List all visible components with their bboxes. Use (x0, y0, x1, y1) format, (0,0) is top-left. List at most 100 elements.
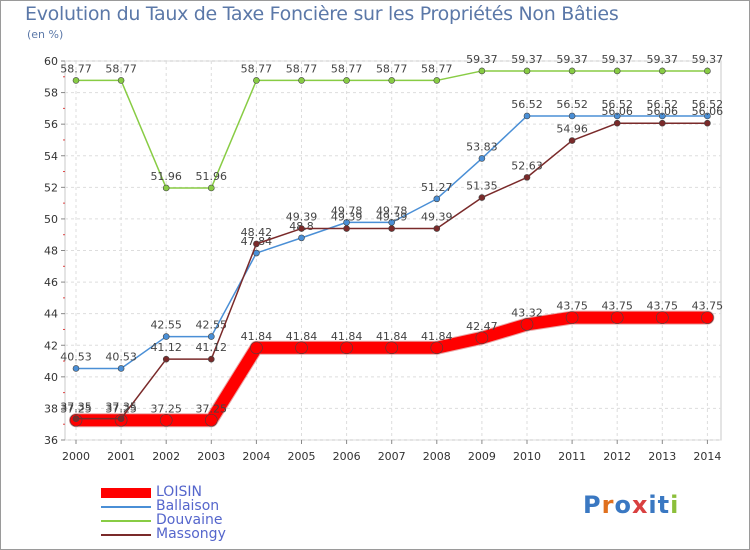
data-label-douvaine: 51.96 (196, 170, 228, 183)
data-point-loisin (520, 318, 534, 331)
y-tick-label: 40 (44, 371, 58, 384)
data-label-douvaine: 58.77 (60, 62, 92, 75)
x-tick-label: 2005 (288, 450, 316, 463)
data-point-ballaison (433, 195, 441, 203)
data-label-douvaine: 59.37 (511, 53, 543, 66)
data-label-loisin: 43.75 (692, 300, 724, 313)
data-point-loisin (295, 341, 308, 355)
legend-item-douvaine: Douvaine (101, 512, 301, 528)
data-label-loisin: 43.75 (601, 300, 633, 313)
data-point-loisin (655, 311, 669, 324)
x-tick-label: 2000 (62, 450, 90, 463)
data-label-ballaison: 53.83 (466, 140, 498, 153)
y-tick-label: 46 (44, 276, 58, 289)
data-label-douvaine: 58.77 (286, 62, 318, 75)
data-label-loisin: 43.75 (647, 300, 679, 313)
data-point-massongy (523, 174, 531, 181)
data-point-massongy (478, 194, 486, 201)
data-label-massongy: 41.12 (150, 341, 182, 354)
data-label-loisin: 37.25 (105, 402, 137, 415)
data-label-loisin: 41.84 (331, 330, 363, 343)
data-point-ballaison (208, 333, 215, 340)
data-point-loisin (475, 331, 489, 345)
data-point-ballaison (658, 112, 666, 120)
y-tick-label: 50 (44, 213, 58, 226)
data-label-massongy: 52.63 (511, 159, 543, 172)
data-label-loisin: 41.84 (286, 330, 318, 343)
data-point-ballaison (478, 155, 486, 162)
data-point-massongy (343, 225, 350, 232)
data-label-massongy: 37.35 (60, 401, 92, 414)
data-point-massongy (72, 415, 80, 422)
x-tick-label: 2007 (378, 450, 406, 463)
data-point-douvaine (208, 184, 215, 192)
y-tick-label: 54 (44, 150, 58, 163)
data-label-douvaine: 58.77 (241, 62, 273, 75)
data-label-ballaison: 51.27 (421, 181, 453, 194)
data-point-ballaison (72, 365, 80, 372)
legend-swatch (101, 520, 151, 522)
data-label-massongy: 48.42 (241, 226, 273, 239)
data-label-ballaison: 56.52 (692, 98, 724, 111)
data-point-loisin (250, 341, 263, 355)
data-label-douvaine: 58.77 (105, 62, 137, 75)
data-point-loisin (701, 311, 714, 324)
legend-label: Massongy (156, 526, 226, 542)
y-tick-label: 38 (44, 402, 58, 415)
data-label-ballaison: 42.55 (150, 319, 182, 332)
data-label-massongy: 37.35 (105, 401, 137, 414)
data-point-ballaison (704, 112, 711, 120)
logo-letter: i (670, 491, 680, 519)
logo-letter: P (583, 491, 602, 519)
data-label-ballaison: 40.53 (105, 350, 137, 363)
legend-item-ballaison: Ballaison (101, 498, 301, 514)
y-tick-label: 48 (44, 245, 58, 258)
chart-title: Evolution du Taux de Taxe Foncière sur l… (25, 3, 619, 25)
x-tick-label: 2014 (693, 450, 721, 463)
data-point-douvaine (343, 77, 350, 84)
data-label-douvaine: 58.77 (376, 62, 408, 75)
y-tick-label: 36 (44, 434, 58, 447)
data-point-douvaine (478, 67, 486, 75)
x-tick-label: 2006 (333, 450, 361, 463)
data-point-ballaison (162, 333, 170, 340)
data-label-loisin: 37.25 (196, 402, 228, 415)
x-tick-label: 2013 (648, 450, 676, 463)
data-label-loisin: 43.75 (556, 300, 588, 313)
data-point-douvaine (704, 67, 711, 75)
data-point-massongy (298, 225, 305, 232)
x-tick-label: 2012 (603, 450, 631, 463)
data-point-douvaine (72, 77, 80, 84)
y-tick-label: 58 (44, 87, 58, 100)
logo-letter: x (631, 491, 649, 519)
legend-label: Ballaison (156, 498, 220, 514)
y-tick-label: 44 (44, 308, 58, 321)
data-point-massongy (208, 355, 215, 363)
data-point-douvaine (613, 67, 621, 75)
data-point-massongy (433, 225, 441, 232)
data-label-loisin: 37.25 (60, 402, 92, 415)
y-tick-label: 60 (44, 55, 58, 68)
data-label-loisin: 42.47 (466, 320, 498, 333)
data-label-massongy: 49.39 (376, 211, 408, 224)
data-label-ballaison: 40.53 (60, 350, 92, 363)
data-label-massongy: 56.06 (647, 105, 679, 118)
logo-letter: o (614, 491, 632, 519)
data-label-massongy: 51.35 (466, 180, 498, 193)
data-point-massongy (613, 119, 621, 127)
logo-letter: r (601, 491, 615, 519)
data-label-massongy: 56.06 (692, 105, 724, 118)
data-point-douvaine (298, 77, 305, 84)
data-point-ballaison (117, 365, 125, 372)
data-point-loisin (610, 311, 624, 324)
data-label-douvaine: 59.37 (601, 53, 633, 66)
data-point-douvaine (117, 77, 125, 84)
x-tick-label: 2002 (152, 450, 180, 463)
data-point-loisin (159, 413, 173, 427)
y-tick-label: 42 (44, 339, 58, 352)
data-point-massongy (117, 415, 125, 422)
data-point-ballaison (523, 112, 531, 120)
data-label-douvaine: 59.37 (466, 53, 498, 66)
data-label-douvaine: 59.37 (647, 53, 679, 66)
